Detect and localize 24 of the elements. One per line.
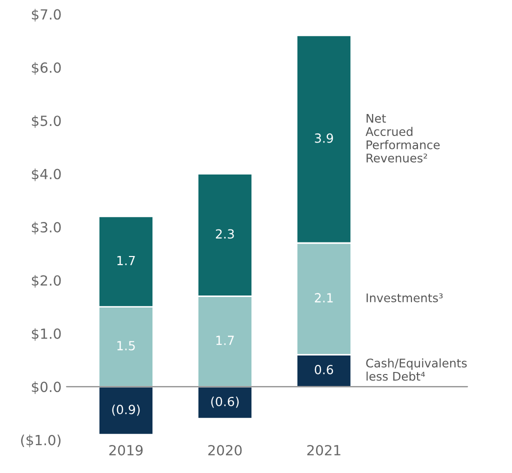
data-label: 0.6: [314, 364, 334, 374]
y-tick-label: $5.0: [32, 115, 61, 128]
series-label: Net Accrued Performance Revenues²: [366, 114, 440, 162]
data-label: 2.1: [314, 293, 333, 302]
y-tick-label: $4.0: [32, 168, 61, 182]
y-tick-label: $6.0: [32, 62, 61, 75]
data-label: (0.6): [211, 396, 239, 408]
series-label: Investments³: [366, 293, 443, 302]
data-label: 1.7: [216, 336, 234, 345]
y-tick-label: $7.0: [32, 8, 61, 22]
y-tick-label: $1.0: [32, 328, 61, 341]
data-label: 1.5: [117, 341, 135, 350]
y-tick-label: $2.0: [32, 274, 61, 288]
series-label: Cash/Equivalents less Debt⁴: [366, 358, 467, 381]
data-label: 1.7: [117, 256, 135, 266]
y-tick-label: $0.0: [32, 381, 61, 394]
y-tick-label: $3.0: [32, 222, 61, 234]
data-label: 3.9: [314, 133, 333, 143]
data-label: (0.9): [112, 404, 140, 416]
x-tick-label: 2020: [208, 444, 242, 456]
x-tick-label: 2021: [307, 444, 340, 456]
y-tick-label: ($1.0): [21, 434, 61, 448]
data-label: 2.3: [216, 229, 234, 239]
x-tick-label: 2019: [109, 444, 143, 456]
